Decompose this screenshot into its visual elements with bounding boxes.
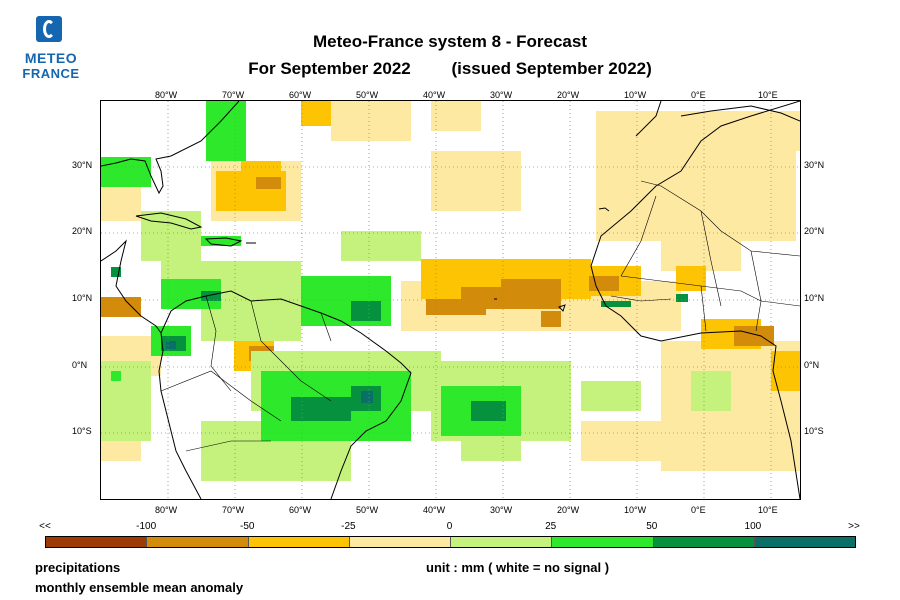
meteo-france-logo-icon — [36, 16, 62, 42]
latitude-label: 10°S — [72, 426, 92, 436]
legend-tick-label: 50 — [646, 521, 658, 532]
longitude-label: 30°W — [490, 90, 513, 100]
latitude-label: 0°N — [72, 360, 88, 370]
variable-description: monthly ensemble mean anomaly — [35, 580, 244, 595]
variable-label: precipitations — [35, 560, 121, 575]
meteo-france-logo: METEO FRANCE — [16, 14, 86, 86]
map-title: Meteo-France system 8 - Forecast — [313, 32, 587, 51]
country-borders — [160, 180, 800, 452]
logo-text-line1: METEO — [24, 50, 78, 66]
longitude-label: 70°W — [222, 505, 245, 515]
forecast-month: For September 2022 — [248, 59, 411, 78]
longitude-label: 10°E — [758, 90, 778, 100]
legend-tick-label: -25 — [341, 521, 356, 532]
longitude-label: 80°W — [155, 505, 178, 515]
latitude-label: 10°N — [72, 293, 93, 303]
legend-tick-label: -50 — [240, 521, 255, 532]
anomaly-map — [100, 100, 801, 500]
latitude-label: 20°N — [72, 226, 93, 236]
longitude-label: 40°W — [423, 90, 446, 100]
anomaly-patches-extreme-wet — [166, 341, 373, 403]
legend-tick-label: >> — [848, 521, 860, 532]
latitude-label: 30°N — [804, 160, 825, 170]
longitude-label: 0°E — [691, 90, 706, 100]
legend-swatch — [552, 537, 654, 547]
latitude-label: 20°N — [804, 226, 825, 236]
legend-swatch — [46, 537, 148, 547]
longitude-label: 60°W — [289, 90, 312, 100]
color-legend-bar — [45, 536, 856, 548]
anomaly-patches-strong-wet — [111, 267, 688, 421]
longitude-label: 50°W — [356, 90, 379, 100]
legend-swatch — [754, 537, 855, 547]
legend-swatch — [147, 537, 249, 547]
legend-tick-label: 0 — [446, 521, 453, 532]
legend-tick-label: << — [39, 521, 51, 532]
legend-swatch — [653, 537, 755, 547]
legend-tick-label: 25 — [545, 521, 557, 532]
map-subtitle: For September 2022 (issued September 202… — [0, 59, 900, 79]
longitude-label: 20°W — [557, 505, 580, 515]
longitude-label: 30°W — [490, 505, 513, 515]
latitude-label: 10°N — [804, 293, 825, 303]
longitude-label: 10°E — [758, 505, 778, 515]
longitude-label: 60°W — [289, 505, 312, 515]
latitude-label: 30°N — [72, 160, 93, 170]
coastlines — [101, 101, 800, 499]
map-canvas — [101, 101, 800, 499]
legend-swatch — [451, 537, 553, 547]
longitude-label: 80°W — [155, 90, 178, 100]
legend-swatch — [349, 537, 451, 547]
longitude-label: 40°W — [423, 505, 446, 515]
latitude-label: 10°S — [804, 426, 824, 436]
longitude-label: 10°W — [624, 90, 647, 100]
longitude-label: 10°W — [624, 505, 647, 515]
legend-tick-label: 100 — [744, 521, 762, 532]
legend-tick-label: -100 — [136, 521, 157, 532]
map-gridlines — [101, 101, 800, 499]
longitude-label: 70°W — [222, 90, 245, 100]
issue-date: (issued September 2022) — [451, 59, 652, 78]
latitude-label: 0°N — [804, 360, 820, 370]
unit-label: unit : mm ( white = no signal ) — [426, 560, 610, 575]
legend-swatch — [248, 537, 350, 547]
longitude-label: 20°W — [557, 90, 580, 100]
logo-text-line2: FRANCE — [22, 66, 80, 81]
longitude-label: 50°W — [356, 505, 379, 515]
longitude-label: 0°E — [691, 505, 706, 515]
